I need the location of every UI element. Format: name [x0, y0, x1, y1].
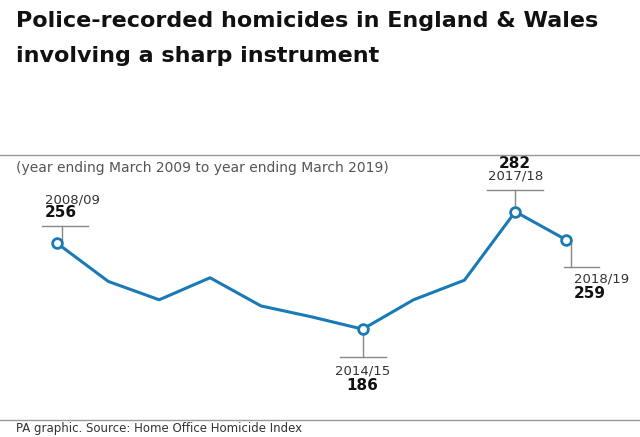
Text: involving a sharp instrument: involving a sharp instrument [16, 46, 380, 66]
Text: Police-recorded homicides in England & Wales: Police-recorded homicides in England & W… [16, 11, 598, 31]
Text: 186: 186 [347, 378, 379, 393]
Text: (year ending March 2009 to year ending March 2019): (year ending March 2009 to year ending M… [16, 161, 388, 175]
Text: 259: 259 [574, 286, 606, 302]
Text: 2018/19: 2018/19 [574, 273, 629, 286]
Text: 2008/09: 2008/09 [45, 194, 100, 207]
Text: 256: 256 [45, 205, 77, 220]
Text: 282: 282 [499, 156, 531, 171]
Text: 2014/15: 2014/15 [335, 364, 390, 378]
Text: PA graphic. Source: Home Office Homicide Index: PA graphic. Source: Home Office Homicide… [16, 422, 302, 435]
Text: 2017/18: 2017/18 [488, 169, 543, 182]
